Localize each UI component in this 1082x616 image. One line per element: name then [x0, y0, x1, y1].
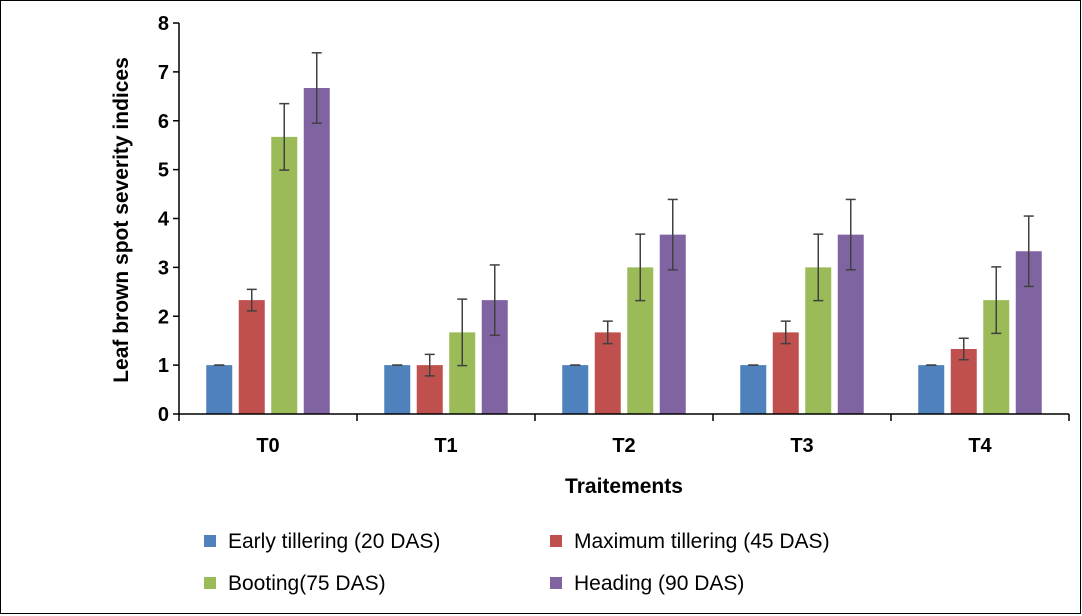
error-bar — [489, 264, 500, 337]
error-bar — [246, 288, 257, 312]
x-axis-ticks: T0 T1 T2 T3 T4 — [178, 414, 1070, 457]
error-bar — [780, 320, 791, 345]
legend-item: Maximum tillering (45 DAS) — [550, 530, 830, 553]
bar — [384, 365, 411, 414]
bar — [740, 365, 767, 414]
error-bar — [311, 52, 322, 124]
bar — [238, 300, 265, 414]
x-tick-label: T4 — [968, 435, 992, 457]
y-tick-label: 2 — [158, 306, 169, 328]
bar — [594, 332, 621, 414]
x-tick-label: T2 — [612, 435, 635, 457]
error-bar — [635, 233, 646, 302]
legend-label: Maximum tillering (45 DAS) — [574, 530, 830, 553]
y-tick-label: 4 — [158, 209, 170, 231]
y-axis-title: Leaf brown spot severity indices — [110, 57, 133, 383]
error-bar — [991, 266, 1002, 335]
y-tick-label: 7 — [158, 62, 169, 84]
legend: Early tillering (20 DAS) Maximum tillerin… — [204, 530, 830, 595]
legend-swatch — [204, 535, 216, 547]
bars — [206, 88, 1042, 414]
error-bars — [214, 52, 1034, 377]
legend-label: Early tillering (20 DAS) — [228, 530, 440, 553]
x-tick-label: T3 — [790, 435, 813, 457]
legend-label: Heading (90 DAS) — [574, 572, 744, 595]
legend-swatch — [204, 577, 216, 589]
error-bar — [602, 320, 613, 345]
y-tick-label: 6 — [158, 111, 169, 133]
legend-label: Booting(75 DAS) — [228, 572, 386, 595]
bar — [303, 88, 330, 414]
error-bar — [958, 337, 969, 361]
error-bar — [279, 102, 290, 171]
error-bar — [813, 233, 824, 302]
error-bar — [1023, 215, 1034, 288]
bar — [772, 332, 799, 414]
error-bar — [424, 353, 435, 377]
x-axis-title: Traitements — [565, 475, 683, 498]
legend-item: Booting(75 DAS) — [204, 572, 386, 595]
y-tick-label: 1 — [158, 355, 169, 377]
bar — [271, 136, 298, 414]
bar — [918, 365, 945, 414]
y-tick-label: 3 — [158, 257, 169, 279]
error-bar — [667, 198, 678, 271]
bar — [562, 365, 589, 414]
bar — [206, 365, 233, 414]
y-tick-label: 5 — [158, 160, 169, 182]
error-bar — [457, 298, 468, 367]
y-tick-label: 0 — [158, 404, 169, 426]
x-tick-label: T1 — [434, 435, 457, 457]
y-axis-ticks: 0 1 2 3 4 5 6 7 8 — [158, 13, 179, 426]
error-bar — [845, 198, 856, 271]
legend-swatch — [550, 577, 562, 589]
legend-item: Heading (90 DAS) — [550, 572, 744, 595]
y-tick-label: 8 — [158, 13, 169, 35]
legend-item: Early tillering (20 DAS) — [204, 530, 440, 553]
x-tick-label: T0 — [256, 435, 279, 457]
legend-swatch — [550, 535, 562, 547]
